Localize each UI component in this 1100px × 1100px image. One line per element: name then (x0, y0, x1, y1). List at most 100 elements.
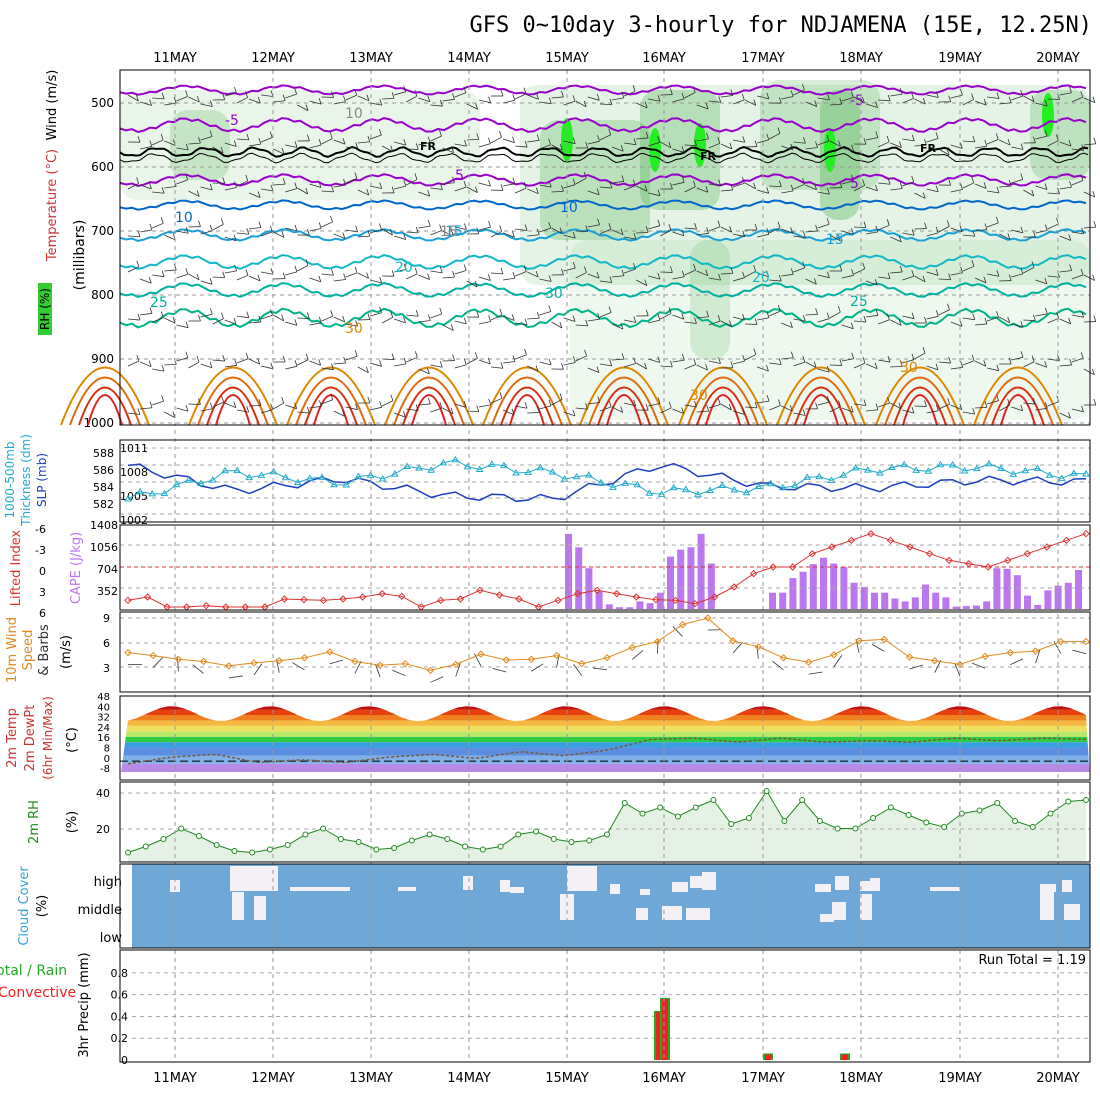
wind-barb (611, 97, 624, 101)
wind-barb (1023, 267, 1035, 274)
wind-barb-flag (728, 403, 732, 411)
wind-barb-flag (559, 393, 563, 400)
wind-barb-flag (1044, 129, 1048, 137)
wind-barb (732, 410, 745, 415)
wind-barb-flag (1080, 90, 1084, 98)
wind-barb (1059, 318, 1071, 325)
wind-barb (757, 233, 769, 238)
wind-barb-flag (282, 272, 286, 279)
thickness-marker (960, 466, 969, 474)
wind-barb (720, 226, 732, 233)
wind-barb (599, 280, 612, 283)
label-cloud-unit: (%) (35, 895, 50, 918)
wind-barb (345, 146, 358, 149)
wind-barb (224, 270, 237, 274)
wind-barb (164, 234, 176, 241)
wind-barb-flag (742, 271, 745, 278)
wind-barb (817, 97, 830, 101)
wind-barb-flag (354, 88, 358, 96)
wind-barb (309, 100, 322, 105)
wind-barb-flag (535, 365, 539, 372)
wind-barb-flag (233, 318, 237, 325)
wind-barb-10m (772, 660, 784, 671)
wind-barb (696, 104, 709, 110)
label-rh2m-unit: (%) (65, 811, 80, 834)
wind-barb (781, 273, 794, 277)
wind-barb-flag (149, 401, 153, 408)
wind-barb-flag (959, 403, 963, 410)
wind-barb-flag (706, 310, 710, 317)
wind-barb-flag (996, 364, 1000, 371)
wind-barb (720, 95, 733, 98)
wind-barb-flag (911, 353, 915, 360)
wind-barb-flag (802, 355, 806, 363)
wind-barb-flag (935, 185, 939, 193)
wind-barb (260, 137, 273, 143)
wind-barb-flag (488, 315, 492, 322)
wind-barb (478, 359, 491, 365)
wind-barb-flag (499, 308, 503, 316)
wind-barb-flag (898, 235, 902, 243)
date-label-bottom: 12MAY (251, 1071, 295, 1086)
wind-barb-flag (863, 221, 867, 228)
li-marker (632, 593, 641, 601)
wind-barb (515, 354, 527, 360)
wind-barb (599, 406, 612, 412)
wind-barb (962, 317, 975, 321)
wind-barb-flag (838, 140, 841, 147)
wind-barb (297, 359, 309, 366)
wind-barb-flag (694, 400, 697, 408)
wind-barb-flag (983, 360, 987, 367)
wind-barb-flag (282, 355, 286, 363)
wind-barb (1071, 314, 1084, 318)
wind-barb-flag (657, 313, 661, 321)
date-label-top: 12MAY (251, 51, 295, 66)
wind-barb-flag (983, 276, 987, 284)
wind-barb (418, 274, 430, 280)
wind-barb (478, 99, 491, 104)
wind-barb-10m (593, 667, 608, 671)
wind-barb (696, 138, 709, 142)
label-millibars: (millibars) (72, 220, 88, 291)
wind-barb-flag (585, 141, 589, 149)
thickness-marker (754, 482, 763, 490)
wind-barb-flag (245, 352, 249, 359)
wind-barb (1047, 223, 1059, 230)
wind-barb-flag (874, 362, 878, 369)
wind-barb-flag (862, 96, 865, 104)
cloud-block (835, 876, 849, 890)
wind-barb (841, 324, 854, 330)
wind-barb (841, 274, 854, 279)
wind-barb-flag (379, 306, 382, 314)
wind-barb-flag (572, 409, 576, 417)
wind-barb-flag (548, 358, 552, 366)
wind-barb-flag (535, 270, 539, 278)
cape-bar (605, 604, 613, 609)
wind-barb (430, 230, 442, 236)
wind-barb-flag (367, 230, 371, 237)
wind-barb-flag (257, 358, 261, 365)
wind-barb-flag (754, 140, 758, 147)
wind-barb (781, 357, 794, 360)
warm-isotherm (313, 394, 349, 426)
wind-barb-flag (450, 324, 454, 331)
rh2m-marker (887, 804, 894, 811)
wind-barb-flag (1045, 402, 1048, 409)
wind-barb-flag (620, 145, 624, 152)
wind-barb-flag (585, 403, 589, 410)
wind-barb (986, 139, 999, 145)
wind-speed-marker (376, 661, 384, 669)
wind-barb (902, 98, 914, 104)
wind-barb-10m (392, 669, 406, 677)
wind-barb-flag (608, 128, 612, 135)
wind-barb-flag (754, 223, 758, 231)
isotherm (119, 307, 1087, 329)
cape-bar (585, 568, 593, 609)
date-label-bottom: 16MAY (642, 1071, 686, 1086)
wind-barb (926, 365, 939, 371)
thickness-marker (1009, 470, 1018, 477)
wind-barb (696, 364, 708, 371)
warm-isotherm (785, 376, 857, 426)
wind-barb-10m (531, 663, 544, 672)
wind-barb (478, 404, 491, 408)
